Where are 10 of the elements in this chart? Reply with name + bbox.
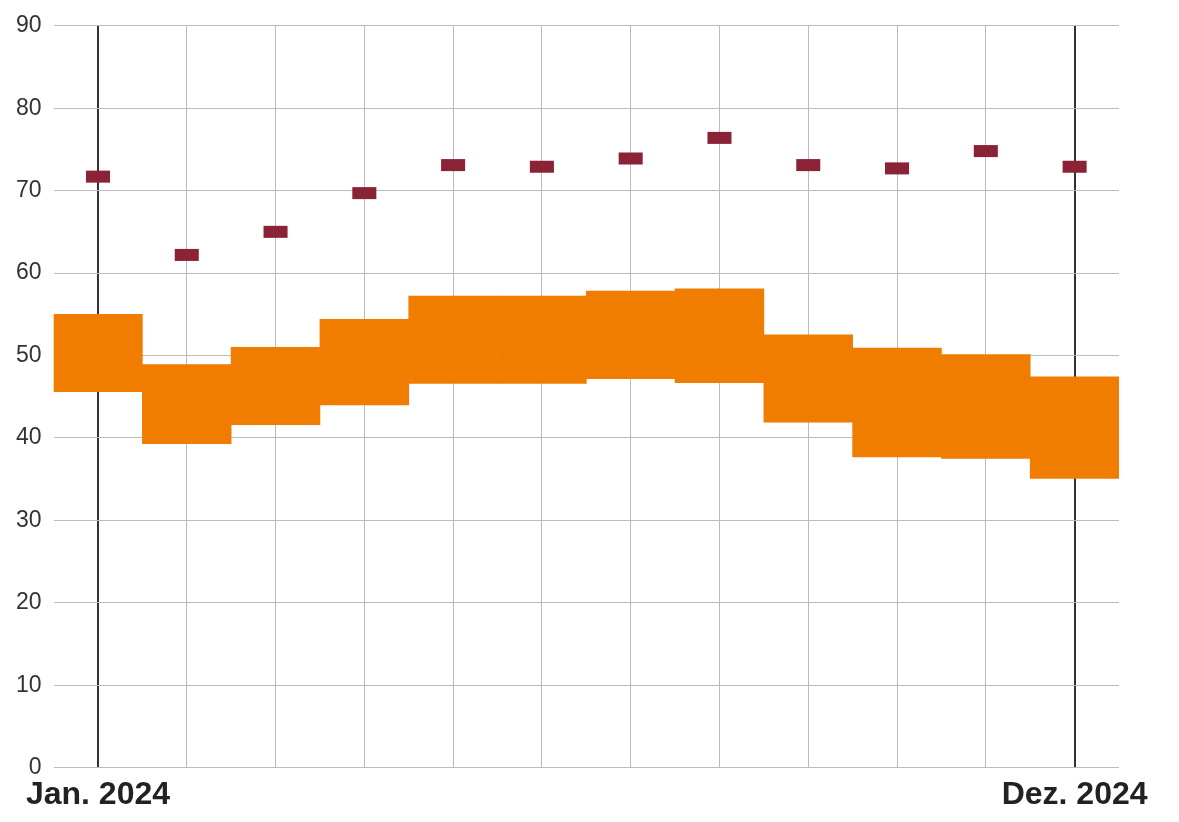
y-tick-label: 90 [15, 11, 42, 38]
y-tick-label: 40 [15, 423, 42, 450]
y-tick-label: 70 [15, 175, 42, 202]
y-tick-label: 50 [15, 340, 42, 367]
x-tick-label: Dez. 2024 [1001, 774, 1148, 811]
y-tick-label: 80 [15, 93, 42, 120]
y-tick-label: 20 [15, 588, 42, 615]
y-tick-label: 10 [15, 670, 42, 697]
y-tick-label: 30 [15, 505, 42, 532]
y-tick-label: 60 [15, 258, 42, 285]
